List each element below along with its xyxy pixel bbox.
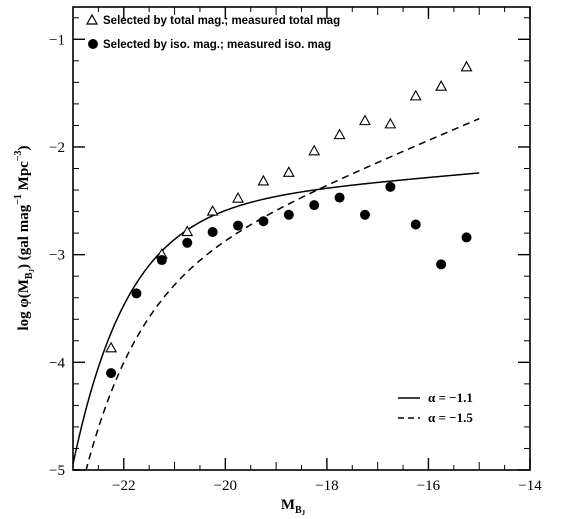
triangle-point — [282, 166, 295, 177]
circle-point — [156, 255, 167, 266]
data-points — [105, 60, 473, 379]
axis-ticks — [72, 7, 531, 471]
series-legend: Selected by total mag.; measured total m… — [85, 13, 340, 51]
triangle-point — [333, 128, 346, 140]
circle-point — [131, 288, 142, 299]
x-tick-label: −18 — [315, 478, 338, 494]
x-axis-title-sub: B — [295, 505, 302, 516]
dashed-curve-alpha-1-5 — [73, 117, 480, 471]
triangle-point — [105, 341, 118, 353]
y-axis-title-sub: B — [24, 272, 35, 279]
circle-point — [233, 220, 244, 231]
x-tick-label: −20 — [214, 478, 237, 494]
triangle-point — [435, 80, 448, 91]
y-tick-label: −1 — [49, 32, 65, 48]
y-tick-label: −2 — [49, 140, 65, 156]
curve-legend: α = −1.1 α = −1.5 — [398, 390, 473, 425]
triangle-point — [460, 60, 473, 72]
axis-tick-labels: −22 −20 −18 −16 −14 −5 −4 −3 −2 −1 — [49, 32, 542, 494]
legend-triangle-marker — [85, 13, 99, 25]
model-curves — [72, 117, 480, 471]
legend-curve-1-label: α = −1.1 — [428, 390, 473, 405]
circle-point — [182, 237, 193, 248]
circle-point — [461, 232, 472, 243]
circle-point — [410, 219, 421, 230]
y-axis-title-exp2: −3 — [13, 150, 24, 161]
legend-circle-marker — [88, 39, 98, 49]
triangle-point — [384, 117, 397, 129]
x-axis-title: MBJ — [281, 497, 306, 517]
circle-point — [385, 181, 396, 192]
y-axis-title-exp1: −1 — [13, 194, 24, 205]
circle-point — [334, 192, 345, 203]
circle-point — [436, 259, 447, 270]
y-axis-title-subsub: J — [28, 268, 36, 272]
triangle-point — [359, 114, 371, 126]
circle-point — [283, 209, 294, 220]
circle-point — [106, 368, 117, 379]
y-axis-title-mid: ) (gal mag — [16, 204, 32, 269]
triangle-point — [206, 204, 219, 216]
y-tick-label: −5 — [49, 463, 65, 479]
circle-point — [258, 216, 269, 227]
x-tick-label: −22 — [112, 478, 135, 494]
triangle-point — [257, 174, 270, 186]
legend-series-1-label: Selected by total mag.; measured total m… — [103, 15, 340, 27]
y-axis-title: log φ(MBJ) (gal mag−1 Mpc−3) — [13, 145, 36, 330]
solid-curve-alpha-1-1 — [72, 172, 480, 465]
legend-series-2-label: Selected by iso. mag.; measured iso. mag — [103, 39, 331, 51]
y-axis-title-end: ) — [16, 145, 32, 150]
circle-point — [207, 227, 218, 238]
legend-curve-2-label: α = −1.5 — [428, 410, 473, 425]
y-tick-label: −3 — [49, 248, 65, 264]
y-axis-title-unit: Mpc — [16, 161, 32, 194]
y-axis-title-prefix: log φ(M — [16, 279, 32, 330]
circle-point — [359, 209, 370, 220]
x-axis-title-main: M — [281, 497, 295, 513]
triangle-point — [308, 144, 321, 156]
x-tick-label: −16 — [417, 478, 441, 494]
circle-point — [309, 200, 320, 211]
y-tick-label: −4 — [49, 355, 65, 371]
x-tick-label: −14 — [518, 478, 542, 494]
triangle-point — [409, 89, 422, 101]
triangle-point — [181, 225, 194, 237]
x-axis-title-subsub: J — [302, 509, 306, 517]
triangle-point — [232, 192, 244, 203]
